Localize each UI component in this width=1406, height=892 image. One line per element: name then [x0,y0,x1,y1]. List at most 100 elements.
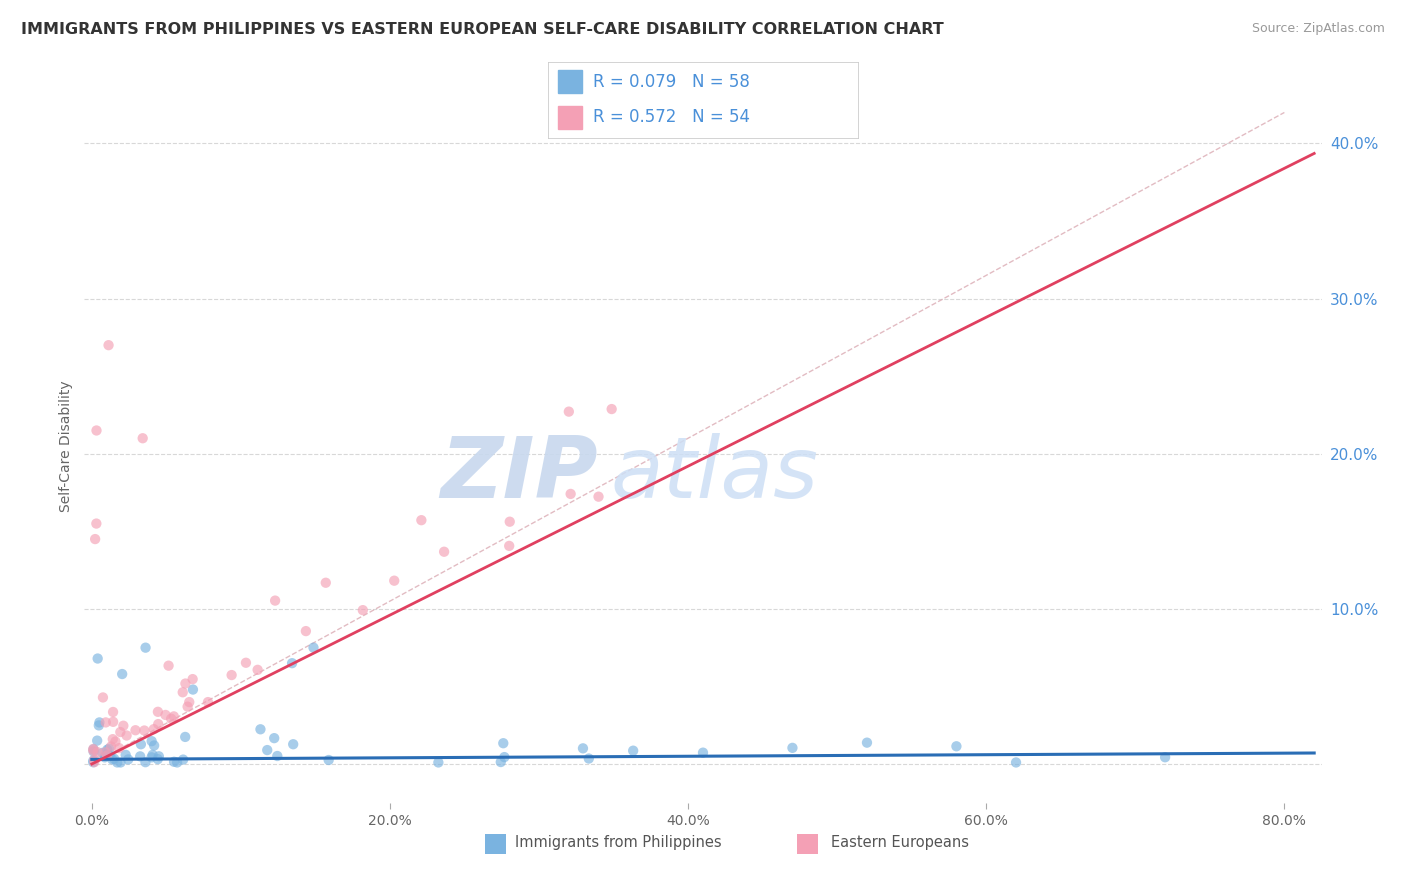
Point [264,593,287,607]
Point [176,699,198,714]
Point [302,640,325,655]
Point [112,719,135,733]
Point [83,753,105,767]
Text: Eastern Europeans: Eastern Europeans [831,836,969,850]
Point [1005,756,1028,770]
Point [131,431,153,445]
Point [86,424,108,438]
Point [96,743,118,757]
Point [105,756,128,770]
Point [179,695,201,709]
Point [114,747,136,762]
Text: atlas: atlas [610,433,818,516]
Point [856,736,879,750]
Point [82,744,104,758]
Point [82,742,104,756]
Point [235,656,257,670]
Point [129,737,152,751]
Point [692,746,714,760]
Point [142,747,165,762]
Point [111,667,134,681]
Point [91,746,114,760]
Point [134,755,156,769]
Point [492,736,515,750]
Point [101,705,124,719]
Point [135,640,157,655]
Point [86,745,108,759]
Bar [558,70,582,93]
Point [578,751,600,765]
Point [82,742,104,756]
Point [249,723,271,737]
Point [115,729,138,743]
Point [148,717,170,731]
Point [103,752,125,766]
Point [110,756,132,770]
Point [181,682,204,697]
Point [352,603,374,617]
Point [382,574,405,588]
Point [98,748,121,763]
Point [129,749,152,764]
Point [315,575,337,590]
Point [283,737,305,751]
Point [86,516,108,531]
Point [172,685,194,699]
Point [256,743,278,757]
Point [782,740,804,755]
Point [100,739,122,754]
Text: R = 0.572   N = 54: R = 0.572 N = 54 [593,108,751,126]
Point [560,487,582,501]
Point [263,731,285,746]
Point [621,744,644,758]
Point [82,756,104,770]
Point [83,745,105,759]
Point [101,732,124,747]
Point [141,734,163,748]
Point [281,656,304,670]
Point [97,338,120,352]
Point [498,539,520,553]
Text: R = 0.079   N = 58: R = 0.079 N = 58 [593,73,749,91]
Point [146,752,169,766]
Point [295,624,318,639]
Point [124,723,146,738]
Point [87,718,110,732]
Point [96,748,118,763]
Point [143,739,166,753]
Point [266,749,288,764]
Point [221,668,243,682]
Point [494,750,516,764]
Point [572,741,595,756]
Point [411,513,433,527]
Point [86,733,108,747]
Point [1154,750,1177,764]
Point [93,750,115,764]
Point [558,404,581,418]
Point [84,532,107,546]
Point [83,755,105,769]
Point [108,741,131,756]
Point [86,651,108,665]
Point [148,749,170,764]
Point [489,755,512,769]
Point [110,725,132,739]
Point [101,752,124,766]
Bar [558,106,582,129]
Text: IMMIGRANTS FROM PHILIPPINES VS EASTERN EUROPEAN SELF-CARE DISABILITY CORRELATION: IMMIGRANTS FROM PHILIPPINES VS EASTERN E… [21,22,943,37]
Point [174,730,197,744]
Point [146,705,169,719]
Text: Source: ZipAtlas.com: Source: ZipAtlas.com [1251,22,1385,36]
Point [181,672,204,686]
Point [98,741,121,756]
Point [96,747,118,762]
Point [89,715,111,730]
Point [82,754,104,768]
Point [163,709,186,723]
Point [166,756,188,770]
Point [163,755,186,769]
Point [246,663,269,677]
Point [945,739,967,754]
Point [104,734,127,748]
Text: ZIP: ZIP [440,433,598,516]
